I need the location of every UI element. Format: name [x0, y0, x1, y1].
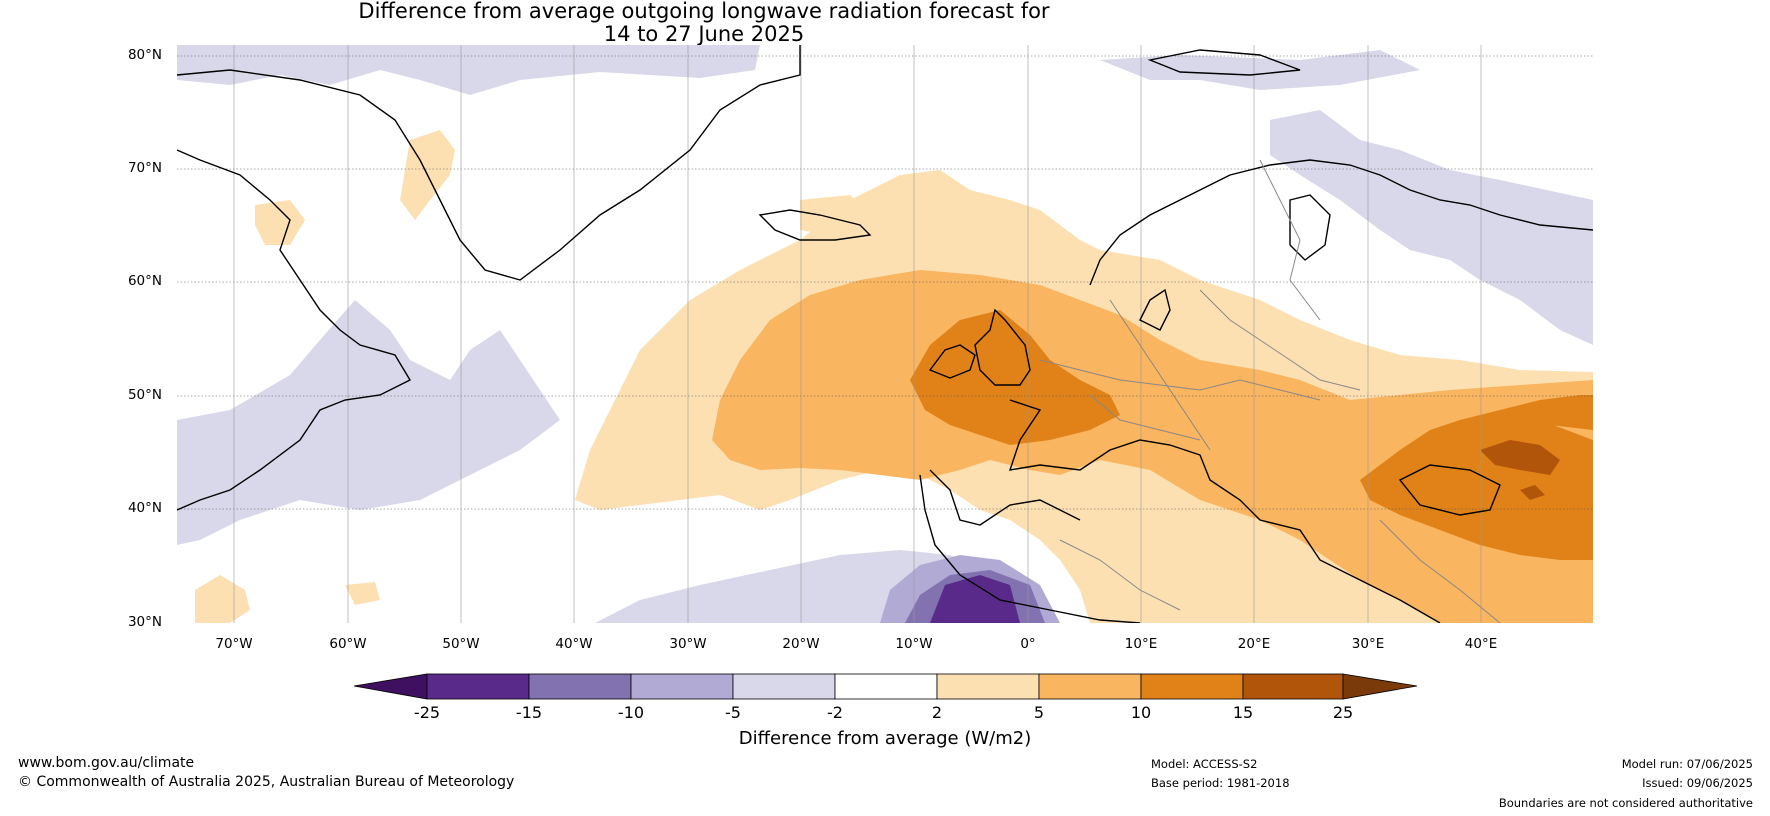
footer-disclaimer: Boundaries are not considered authoritat… — [1498, 796, 1753, 810]
lon-label-0: 0° — [1020, 636, 1036, 652]
footer-base-period: Base period: 1981-2018 — [1151, 776, 1290, 790]
colorbar-segment-m5 — [732, 673, 836, 700]
lon-label-40e: 40°E — [1464, 636, 1498, 652]
country-borders — [1039, 159, 1501, 623]
map-svg — [177, 45, 1593, 700]
colorbar-segment-m10 — [630, 673, 734, 700]
colorbar-tick-m2: -2 — [827, 703, 843, 722]
footer-website-link[interactable]: www.bom.gov.au/climate — [18, 755, 195, 771]
lon-label-30e: 30°E — [1351, 636, 1385, 652]
colorbar-tick-25: 25 — [1332, 703, 1354, 722]
footer-model-run: Model run: 07/06/2025 — [1621, 757, 1753, 771]
colorbar-under-triangle — [353, 673, 428, 700]
lat-label-30n: 30°N — [127, 614, 162, 630]
lon-label-70w: 70°W — [215, 636, 253, 652]
footer-issued: Issued: 09/06/2025 — [1642, 776, 1753, 790]
footer-copyright: © Commonwealth of Australia 2025, Austra… — [18, 774, 515, 790]
lat-label-70n: 70°N — [127, 160, 162, 176]
colorbar-segment-m15 — [528, 673, 632, 700]
colorbar-segment-15 — [1242, 673, 1344, 700]
colorbar-tick-15: 15 — [1232, 703, 1254, 722]
lat-label-60n: 60°N — [127, 273, 162, 289]
map-container — [177, 45, 1593, 700]
colorbar-tick-5: 5 — [1033, 703, 1045, 722]
map-plot — [177, 45, 1593, 623]
colorbar-tick-m10: -10 — [617, 703, 645, 722]
colorbar-tick-m25: -25 — [413, 703, 441, 722]
anomaly-pos-very-strong-regions — [1480, 440, 1560, 500]
colorbar-segment-10 — [1140, 673, 1244, 700]
colorbar-over-triangle — [1342, 673, 1418, 700]
lon-gridlines — [233, 45, 1482, 623]
map-title: Difference from average outgoing longwav… — [0, 0, 1408, 46]
lon-label-20w: 20°W — [782, 636, 820, 652]
colorbar-segment-2 — [936, 673, 1040, 700]
colorbar-segment-m2 — [834, 673, 938, 700]
colorbar-label: Difference from average (W/m2) — [738, 728, 1032, 749]
lon-label-40w: 40°W — [555, 636, 593, 652]
lon-label-60w: 60°W — [329, 636, 367, 652]
lon-label-10e: 10°E — [1124, 636, 1158, 652]
colorbar-segment-5 — [1038, 673, 1142, 700]
lat-label-50n: 50°N — [127, 387, 162, 403]
lon-label-20e: 20°E — [1237, 636, 1271, 652]
colorbar — [353, 673, 1418, 700]
map-title-line1: Difference from average outgoing longwav… — [358, 0, 1050, 23]
colorbar-tick-2: 2 — [931, 703, 943, 722]
map-title-line2: 14 to 27 June 2025 — [603, 22, 805, 46]
lon-label-10w: 10°W — [895, 636, 933, 652]
colorbar-tick-m5: -5 — [725, 703, 741, 722]
colorbar-tick-m15: -15 — [515, 703, 543, 722]
coastlines — [177, 45, 1593, 623]
lat-label-80n: 80°N — [127, 47, 162, 63]
lat-label-40n: 40°N — [127, 500, 162, 516]
lon-label-30w: 30°W — [669, 636, 707, 652]
footer-model: Model: ACCESS-S2 — [1151, 757, 1258, 771]
lat-gridlines — [177, 55, 1593, 510]
lon-label-50w: 50°W — [442, 636, 480, 652]
anomaly-neg-very-strong-region — [930, 575, 1020, 623]
colorbar-segment-m25 — [426, 673, 530, 700]
colorbar-tick-10: 10 — [1130, 703, 1152, 722]
